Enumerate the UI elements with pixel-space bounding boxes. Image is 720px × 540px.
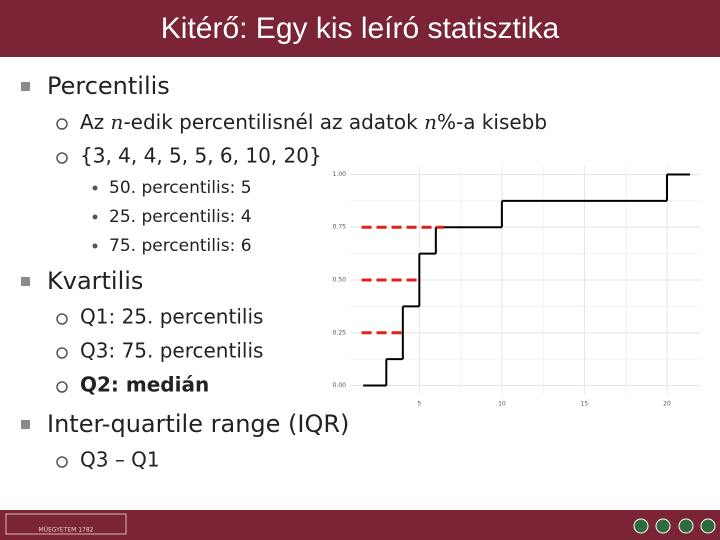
y-tick-label: 0.75 [333,224,347,231]
bullet-marker [21,82,30,91]
bullet-marker [56,456,68,468]
y-tick-label: 1.00 [333,171,347,178]
y-tick-label: 0.00 [333,382,347,389]
y-tick-label: 0.25 [333,329,347,336]
bullet-text: Az n-edik percentilisnél az adatok n%-a … [80,110,547,134]
chart: 0.00 0.25 0.50 0.75 1.00 5 10 15 20 [333,166,700,408]
bullet-marker [56,347,68,359]
bullet-marker [92,243,98,249]
bullet-text: Q3: 75. percentilis [80,339,263,363]
bullet-text: 50. percentilis: 5 [109,178,252,198]
bullet-marker [56,381,68,393]
y-tick-label: 0.50 [333,277,347,284]
bullet-text: 25. percentilis: 4 [109,207,252,227]
bullet-text: Q1: 25. percentilis [80,305,263,329]
x-tick-label: 15 [581,401,589,408]
title-bar [0,0,720,57]
icon [655,518,671,534]
icon [633,518,649,534]
icon [700,518,716,534]
bullet-marker [21,420,30,429]
x-tick-label: 5 [417,401,421,408]
bullet-text: Q2: medián [80,373,209,397]
footer-icons [633,518,716,534]
bullet-marker [56,313,68,325]
bullet-marker [21,277,30,286]
bullet-text: {3, 4, 4, 5, 5, 6, 10, 20} [80,144,322,168]
bullet-text: Kvartilis [47,267,143,295]
bullet-marker [92,185,98,191]
footer-text: MŰEGYETEM 1782 [39,527,94,534]
bullet-marker [92,214,98,220]
bullet-marker [56,152,68,164]
bullet-marker [56,118,68,130]
bullet-text: 75. percentilis: 6 [109,236,252,256]
icon [678,518,694,534]
bullet-text: Percentilis [47,72,170,100]
text-run: n [111,110,124,134]
x-tick-label: 10 [498,401,506,408]
slide-title: Kitérő: Egy kis leíró statisztika [161,12,560,45]
x-tick-label: 20 [663,401,671,408]
bullet-text: Inter-quartile range (IQR) [47,410,349,438]
text-run: Az [80,110,111,134]
text-run: %-a kisebb [437,110,547,134]
text-run: n [424,110,437,134]
footer-logo [5,513,127,535]
text-run: -edik percentilisnél az adatok [123,110,424,134]
bullet-text: Q3 – Q1 [80,448,160,472]
footer-bar [0,510,720,540]
